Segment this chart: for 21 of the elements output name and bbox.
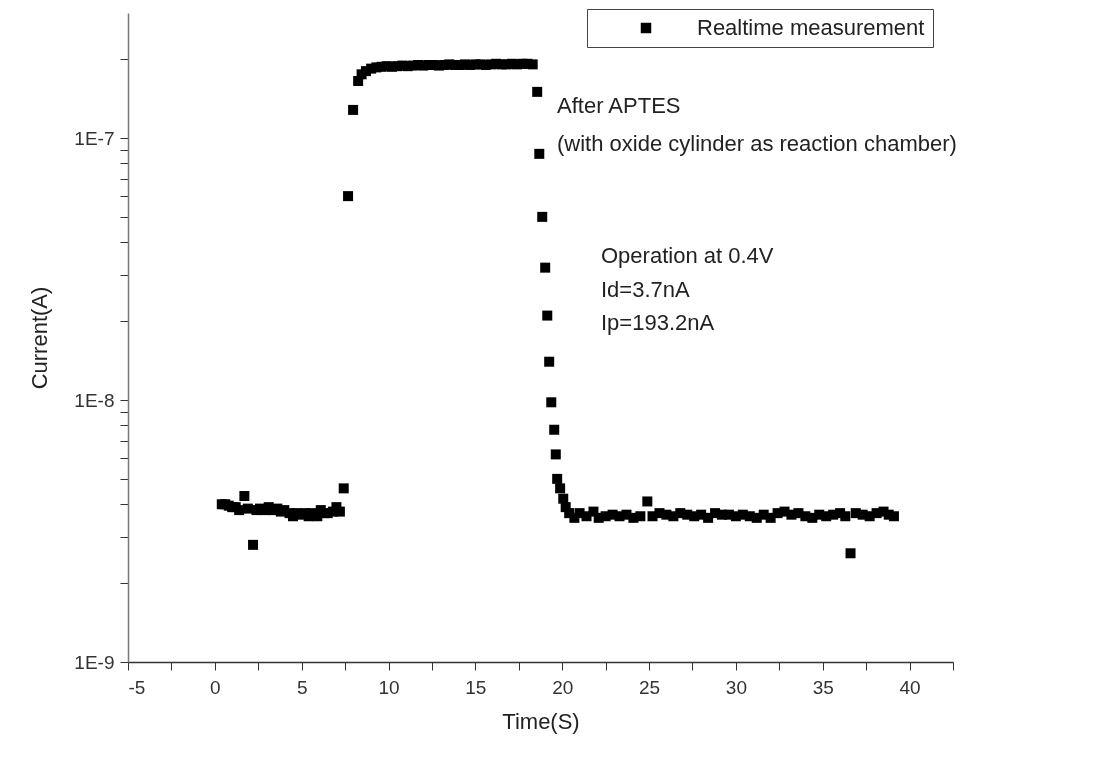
annotation: Ip=193.2nA xyxy=(601,310,715,335)
y-axis-title: Current(A) xyxy=(27,286,53,390)
x-tick-label: 10 xyxy=(378,676,400,698)
annotation: Operation at 0.4V xyxy=(601,243,774,268)
annotation: After APTES xyxy=(557,93,681,118)
y-tick-label: 1E-8 xyxy=(74,389,115,411)
y-tick-label: 1E-9 xyxy=(74,651,115,673)
x-tick-label: 25 xyxy=(638,676,661,698)
x-tick-label: 15 xyxy=(465,676,487,698)
x-tick-label: 40 xyxy=(899,676,921,698)
x-tick-label: 30 xyxy=(725,676,747,698)
x-tick-label: 20 xyxy=(552,676,574,698)
x-tick-label: 0 xyxy=(210,676,221,698)
legend-label: Realtime measurement xyxy=(697,15,925,40)
annotation: (with oxide cylinder as reaction chamber) xyxy=(557,131,957,156)
x-tick-label: 5 xyxy=(296,676,308,698)
x-tick-label: -5 xyxy=(128,676,146,698)
annotation: Id=3.7nA xyxy=(601,277,691,302)
x-tick-label: 35 xyxy=(812,676,834,698)
y-tick-label: 1E-7 xyxy=(74,127,115,149)
x-axis-title: Time(S) xyxy=(502,708,580,734)
